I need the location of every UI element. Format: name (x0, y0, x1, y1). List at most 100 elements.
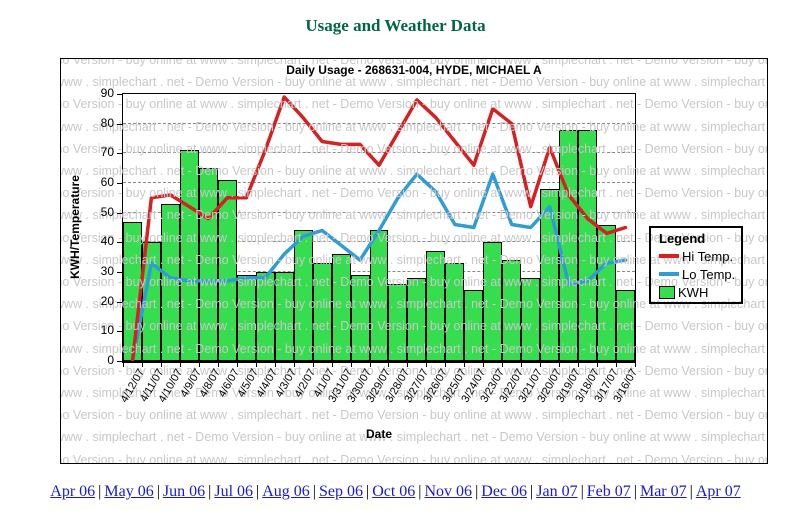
y-tick (117, 272, 122, 273)
link-separator: | (530, 483, 534, 500)
month-link[interactable]: Aug 06 (262, 483, 310, 500)
month-link[interactable]: Apr 07 (695, 483, 741, 500)
month-link[interactable]: Jul 06 (214, 483, 254, 500)
x-tick (331, 363, 333, 367)
y-tick (117, 242, 122, 244)
kwh-bar (616, 289, 635, 361)
link-separator: | (475, 483, 479, 500)
x-tick (540, 363, 542, 367)
y-tick-label: 40 (100, 234, 114, 249)
kwh-bar (483, 242, 503, 361)
watermark-text: Demo Version - buy online at www . simpl… (61, 452, 767, 463)
month-link[interactable]: Nov 06 (424, 483, 473, 500)
kwh-bar (426, 251, 446, 361)
gridline (123, 182, 635, 183)
y-tick-label: 10 (100, 323, 114, 338)
y-tick (117, 183, 122, 184)
link-separator: | (98, 483, 102, 500)
month-link[interactable]: Sep 06 (318, 483, 363, 500)
y-tick (117, 212, 122, 214)
kwh-bar (274, 272, 294, 361)
x-tick (198, 363, 200, 367)
month-link[interactable]: Mar 07 (639, 483, 687, 500)
kwh-bar (521, 277, 541, 361)
x-tick (559, 363, 561, 367)
x-tick (597, 363, 599, 367)
watermark-text: Demo Version - buy online at www . simpl… (61, 430, 767, 445)
kwh-bar (236, 274, 256, 361)
month-link[interactable]: Apr 06 (50, 483, 96, 500)
legend-item-lo-temp: Lo Temp. (659, 265, 741, 283)
legend-item-label: Hi Temp. (682, 248, 734, 264)
x-tick (312, 363, 314, 367)
x-tick (578, 363, 580, 367)
kwh-bar (255, 272, 275, 361)
y-axis-title: KWH/Temperature (68, 175, 82, 279)
gridline (123, 211, 635, 213)
y-tick-label: 50 (100, 204, 114, 219)
legend-item-label: KWH (678, 284, 709, 300)
kwh-bar (407, 277, 427, 361)
link-separator: | (365, 483, 370, 500)
x-tick (160, 363, 162, 367)
month-link[interactable]: Jan 07 (536, 483, 578, 500)
y-tick-label: 20 (100, 293, 114, 308)
x-tick (179, 363, 181, 367)
y-tick-label: 60 (100, 175, 114, 189)
y-tick (117, 153, 122, 155)
x-tick (407, 363, 409, 367)
line-swatch (659, 272, 679, 276)
kwh-bar (445, 263, 465, 361)
gridline (123, 152, 635, 154)
legend-title: Legend (659, 231, 706, 246)
month-link[interactable]: Jun 06 (162, 483, 206, 500)
link-separator: | (256, 483, 260, 500)
kwh-bar (350, 274, 370, 361)
page-title: Usage and Weather Data (305, 16, 486, 35)
kwh-bar (502, 260, 522, 361)
month-link[interactable]: Oct 06 (372, 483, 416, 500)
kwh-swatch (659, 285, 675, 299)
y-tick (117, 94, 122, 95)
link-separator: | (580, 483, 584, 500)
x-tick (236, 363, 238, 367)
x-tick (521, 363, 523, 367)
y-tick (117, 331, 122, 333)
x-tick (616, 363, 618, 367)
legend-item-hi-temp: Hi Temp. (659, 247, 741, 265)
x-tick (293, 363, 295, 367)
kwh-bar (597, 224, 617, 361)
kwh-bar (388, 283, 408, 361)
y-tick-label: 0 (107, 353, 114, 367)
hi-temp-line (130, 95, 628, 361)
x-tick (445, 363, 447, 367)
y-tick-label: 90 (100, 86, 114, 100)
legend-item-kwh: KWH (659, 283, 741, 301)
x-tick (635, 363, 636, 367)
y-tick-label: 30 (100, 264, 114, 278)
x-tick (350, 363, 352, 367)
kwh-bar (578, 129, 598, 361)
month-link[interactable]: Feb 07 (586, 483, 631, 500)
chart-panel: Daily Usage - 268631-004, HYDE, MICHAEL … (60, 58, 768, 464)
x-tick (217, 363, 219, 367)
line-swatch (659, 254, 679, 258)
legend: Legend Hi Temp. Lo Temp. KWH (649, 226, 743, 304)
kwh-bar (217, 180, 237, 361)
month-link[interactable]: May 06 (104, 483, 154, 500)
link-separator: | (312, 483, 316, 500)
y-tick (117, 301, 122, 303)
lo-temp-line (130, 172, 628, 361)
y-tick (117, 361, 122, 362)
month-link[interactable]: Dec 06 (481, 483, 528, 500)
link-separator: | (689, 483, 693, 500)
x-tick (426, 363, 428, 367)
x-tick (123, 363, 124, 367)
gridline (123, 122, 635, 124)
x-tick (464, 363, 466, 367)
kwh-bar (160, 203, 180, 361)
link-separator: | (208, 483, 212, 500)
legend-item-label: Lo Temp. (682, 266, 736, 282)
x-axis-title: Date (365, 427, 393, 441)
watermark-text: Demo Version - buy online at www . simpl… (61, 363, 767, 378)
